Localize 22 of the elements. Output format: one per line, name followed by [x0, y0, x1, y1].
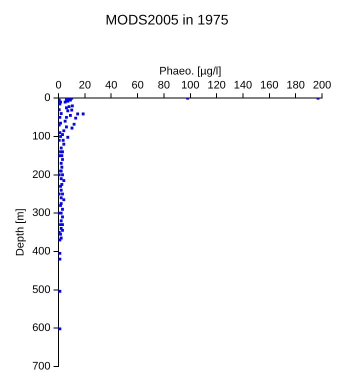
y-tick-label: 400	[32, 245, 51, 258]
x-tick-label: 120	[207, 80, 226, 92]
y-tick-label: 0	[44, 92, 51, 104]
x-tick-label: 140	[234, 80, 252, 92]
x-tick-label: 200	[312, 80, 332, 92]
x-tick-label: 60	[131, 80, 144, 92]
y-tick-label: 500	[32, 284, 51, 296]
y-tick-label: 700	[32, 360, 51, 372]
y-tick-label: 300	[32, 207, 51, 220]
x-tick-label: 20	[78, 80, 92, 92]
x-tick-label: 180	[286, 80, 305, 92]
chart-title: MODS2005 in 1975	[106, 11, 229, 28]
x-tick-label: 0	[55, 80, 62, 92]
x-tick-label: 160	[260, 80, 278, 92]
y-axis-title: Depth [m]	[14, 208, 27, 256]
x-tick-label: 80	[158, 80, 170, 92]
y-tick-label: 600	[32, 322, 51, 334]
x-axis-title: Phaeo. [µg/l]	[159, 65, 222, 78]
x-tick-label: 40	[105, 80, 118, 92]
y-tick-label: 200	[32, 168, 51, 181]
y-tick-label: 100	[32, 130, 51, 143]
x-tick-label: 100	[181, 80, 200, 92]
